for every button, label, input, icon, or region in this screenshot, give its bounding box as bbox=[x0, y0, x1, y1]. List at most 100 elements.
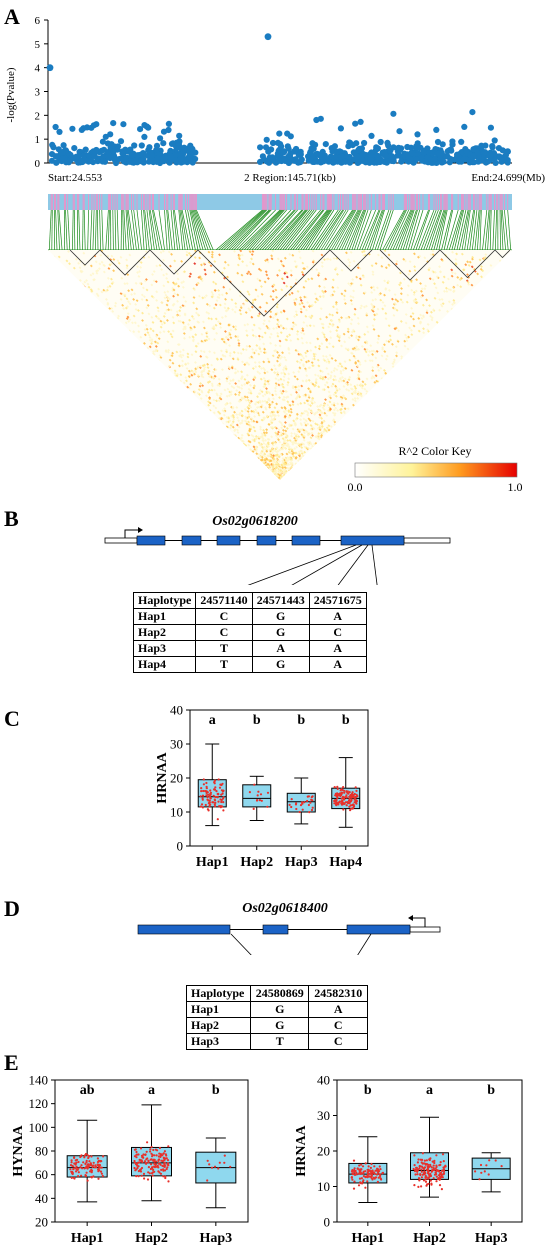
snp-point bbox=[357, 118, 364, 125]
data-point bbox=[338, 800, 341, 803]
ld-cell bbox=[247, 307, 251, 311]
ld-cell bbox=[182, 327, 185, 331]
ld-cell bbox=[312, 259, 316, 263]
ld-cell bbox=[357, 335, 361, 339]
ld-cell bbox=[277, 462, 280, 466]
ld-cell bbox=[193, 325, 196, 329]
data-point bbox=[210, 1166, 214, 1169]
connector-line bbox=[300, 209, 330, 251]
snp-point bbox=[57, 149, 65, 156]
ld-cell bbox=[288, 252, 292, 256]
ld-cell bbox=[235, 389, 239, 392]
ld-cell bbox=[339, 408, 343, 412]
ld-cell bbox=[376, 286, 379, 290]
data-point bbox=[166, 1159, 170, 1162]
ld-cell bbox=[189, 328, 193, 332]
ld-cell bbox=[228, 366, 232, 370]
data-point bbox=[135, 1175, 138, 1178]
ld-cell bbox=[276, 449, 280, 453]
ld-cell bbox=[334, 378, 338, 382]
snp-point bbox=[486, 157, 494, 164]
connector-line bbox=[469, 209, 476, 251]
ld-cell bbox=[242, 442, 246, 446]
ld-cell bbox=[273, 364, 276, 368]
exon-b-6 bbox=[340, 535, 405, 546]
ld-cell bbox=[241, 280, 245, 284]
ld-cell bbox=[106, 276, 110, 280]
snp-point bbox=[346, 139, 353, 146]
ld-cell bbox=[286, 442, 290, 446]
ld-cell bbox=[318, 284, 321, 288]
y-tick-label: 20 bbox=[35, 1215, 48, 1230]
data-point bbox=[205, 781, 208, 785]
snp-point bbox=[259, 153, 266, 160]
ld-cell bbox=[346, 316, 350, 320]
ld-cell bbox=[278, 269, 281, 272]
ld-cell bbox=[241, 439, 245, 443]
ld-cell bbox=[318, 295, 322, 299]
ld-cell bbox=[237, 338, 240, 342]
ld-cell bbox=[256, 294, 260, 298]
ld-cell bbox=[351, 281, 355, 285]
ld-cell bbox=[289, 273, 293, 277]
ld-cell bbox=[450, 268, 454, 272]
ld-cell bbox=[447, 300, 451, 304]
ld-cell bbox=[265, 400, 269, 404]
ld-cell bbox=[395, 308, 399, 312]
ld-cell bbox=[309, 436, 313, 440]
connector-line bbox=[343, 209, 362, 251]
ld-cell bbox=[230, 385, 234, 388]
ld-cell bbox=[148, 338, 152, 342]
ld-cell bbox=[347, 336, 351, 340]
data-point bbox=[339, 792, 342, 795]
ld-cell bbox=[137, 330, 141, 334]
ld-cell bbox=[303, 450, 307, 454]
ld-cell bbox=[280, 423, 284, 427]
data-point bbox=[213, 1165, 217, 1168]
ld-cell bbox=[290, 423, 294, 427]
data-point bbox=[367, 1172, 370, 1175]
ld-cell bbox=[266, 260, 270, 264]
ld-cell bbox=[404, 321, 408, 325]
ld-cell bbox=[384, 287, 388, 290]
ld-cell bbox=[297, 352, 301, 356]
ld-cell bbox=[207, 369, 211, 373]
data-point bbox=[266, 791, 270, 794]
data-point bbox=[253, 783, 256, 786]
data-point bbox=[159, 1172, 163, 1175]
snp-point bbox=[111, 156, 118, 163]
table-cell: A bbox=[308, 1001, 368, 1018]
ld-cell bbox=[330, 319, 334, 323]
data-point bbox=[71, 1170, 74, 1173]
data-point bbox=[420, 1185, 423, 1188]
ld-cell bbox=[371, 307, 375, 311]
ld-cell bbox=[303, 295, 307, 299]
ld-cell bbox=[283, 462, 286, 465]
ld-cell bbox=[481, 269, 485, 273]
ld-cell bbox=[125, 317, 129, 321]
connector-line bbox=[196, 209, 214, 251]
connector-line bbox=[266, 209, 304, 251]
ld-cell bbox=[260, 403, 264, 407]
ld-cell bbox=[302, 363, 305, 366]
ld-cell bbox=[283, 415, 287, 419]
ld-cell bbox=[361, 384, 365, 388]
data-point bbox=[87, 1156, 90, 1160]
ld-cell bbox=[254, 437, 258, 441]
ld-cell bbox=[357, 322, 360, 326]
ld-cell bbox=[284, 436, 288, 439]
ld-cell bbox=[208, 388, 211, 392]
ld-cell bbox=[182, 332, 186, 335]
ld-cell bbox=[335, 307, 339, 311]
ld-cell bbox=[253, 429, 257, 433]
ld-cell bbox=[330, 403, 334, 407]
connector-line bbox=[170, 209, 176, 251]
ld-cell bbox=[253, 402, 257, 406]
ld-cell bbox=[254, 408, 258, 412]
data-point bbox=[158, 1152, 161, 1155]
data-point bbox=[379, 1168, 382, 1171]
ld-cell bbox=[428, 277, 432, 281]
ld-cell bbox=[165, 276, 169, 280]
data-point bbox=[485, 1164, 488, 1167]
ld-cell bbox=[347, 315, 351, 319]
